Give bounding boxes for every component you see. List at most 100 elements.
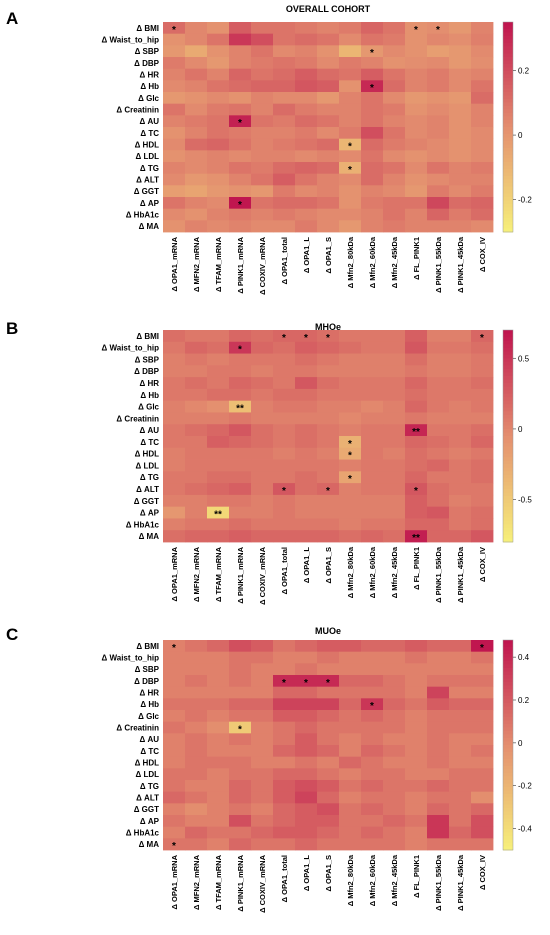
column-label: Δ OPA1_total xyxy=(280,547,289,594)
heatmap-cell xyxy=(449,412,472,425)
heatmap-cell xyxy=(361,424,384,437)
heatmap-cell xyxy=(405,791,428,804)
colorbar-segment xyxy=(503,186,513,191)
heatmap-cell xyxy=(229,768,252,781)
heatmap-cell xyxy=(449,686,472,699)
heatmap-cell xyxy=(317,127,340,140)
heatmap-cell xyxy=(471,815,494,828)
heatmap-cell xyxy=(471,721,494,734)
heatmap-cell xyxy=(207,663,230,676)
heatmap-cell xyxy=(405,138,428,151)
heatmap-cell xyxy=(449,388,472,402)
colorbar-segment xyxy=(503,471,513,476)
heatmap-cell xyxy=(317,115,340,128)
colorbar-segment xyxy=(503,36,513,40)
heatmap-cell xyxy=(273,791,296,804)
significance-marker: * xyxy=(238,200,242,211)
colorbar-segment xyxy=(503,134,513,138)
heatmap-cell xyxy=(207,45,230,58)
heatmap-cell xyxy=(229,791,252,804)
heatmap-cell xyxy=(449,377,472,390)
column-label: Δ Mfn2_60kDa xyxy=(368,546,377,598)
heatmap-cell xyxy=(427,530,450,543)
heatmap-cell xyxy=(251,483,274,496)
column-label: Δ FL_PINK1 xyxy=(412,237,421,280)
heatmap-cell xyxy=(251,68,274,81)
colorbar-segment xyxy=(503,176,513,180)
heatmap-cell xyxy=(405,57,428,70)
heatmap-cell xyxy=(229,803,252,816)
heatmap-cell xyxy=(383,675,406,688)
heatmap-cell xyxy=(185,756,208,769)
colorbar-segment xyxy=(503,418,513,423)
heatmap-cell xyxy=(427,173,450,186)
significance-marker: * xyxy=(480,643,484,654)
heatmap-cell xyxy=(317,838,340,851)
heatmap-cell xyxy=(163,745,186,758)
heatmap-cell xyxy=(471,780,494,793)
heatmap-cell xyxy=(361,815,384,828)
row-label: Δ Waist_to_hip xyxy=(102,344,160,353)
heatmap-cell xyxy=(295,57,318,70)
row-label: Δ ALT xyxy=(136,485,159,494)
heatmap-cell xyxy=(383,45,406,58)
colorbar-segment xyxy=(503,67,513,72)
row-label: Δ Hb xyxy=(140,391,159,400)
significance-marker: * xyxy=(238,345,242,356)
heatmap-cell xyxy=(383,780,406,793)
heatmap-cell xyxy=(339,518,362,531)
heatmap-cell xyxy=(471,127,494,140)
heatmap-cell xyxy=(339,197,362,210)
heatmap-cell xyxy=(295,471,318,484)
heatmap-cell xyxy=(207,721,230,734)
heatmap-cell xyxy=(449,756,472,769)
heatmap-cell xyxy=(163,471,186,484)
row-label: Δ MA xyxy=(139,840,160,849)
heatmap-cell xyxy=(317,424,340,437)
heatmap-cell xyxy=(229,33,252,46)
significance-marker: ** xyxy=(412,427,420,438)
heatmap-cell xyxy=(251,400,274,413)
row-label: Δ HDL xyxy=(135,759,160,768)
heatmap-cell xyxy=(471,45,494,58)
heatmap-cell xyxy=(229,377,252,390)
heatmap-cell xyxy=(317,768,340,781)
heatmap-cell xyxy=(163,710,186,723)
colorbar-segment xyxy=(503,464,513,469)
heatmap-cell xyxy=(449,330,472,343)
heatmap-cell xyxy=(383,208,406,221)
heatmap-cell xyxy=(361,530,384,543)
heatmap-cell xyxy=(471,436,494,449)
heatmap-cell xyxy=(273,471,296,484)
heatmap-cell xyxy=(471,530,494,543)
heatmap-cell xyxy=(449,494,472,508)
heatmap-cell xyxy=(361,686,384,699)
heatmap-cell xyxy=(449,436,472,449)
significance-marker: * xyxy=(348,142,352,153)
significance-marker: * xyxy=(282,678,286,689)
heatmap-cell xyxy=(317,197,340,210)
colorbar-segment xyxy=(503,769,513,774)
heatmap-cell xyxy=(273,506,296,519)
heatmap-cell xyxy=(207,506,230,519)
colorbar-segment xyxy=(503,811,513,816)
significance-marker: * xyxy=(282,333,286,344)
heatmap-cell xyxy=(295,103,318,116)
significance-marker: * xyxy=(370,48,374,59)
heatmap-cell xyxy=(471,791,494,804)
heatmap-cell xyxy=(185,185,208,198)
heatmap-cell xyxy=(427,341,450,354)
heatmap-cell xyxy=(449,483,472,496)
colorbar-segment xyxy=(503,657,513,662)
heatmap-cell xyxy=(185,721,208,734)
heatmap-cell xyxy=(229,150,252,163)
heatmap-cell xyxy=(339,663,362,676)
heatmap-cell xyxy=(361,162,384,175)
heatmap-cell xyxy=(471,471,494,484)
heatmap-cell xyxy=(295,710,318,723)
heatmap-cell xyxy=(449,185,472,198)
heatmap-cell xyxy=(449,733,472,746)
column-label: Δ PINK1_55kDa xyxy=(434,854,443,911)
colorbar-segment xyxy=(503,428,513,433)
heatmap-cell xyxy=(295,640,318,653)
